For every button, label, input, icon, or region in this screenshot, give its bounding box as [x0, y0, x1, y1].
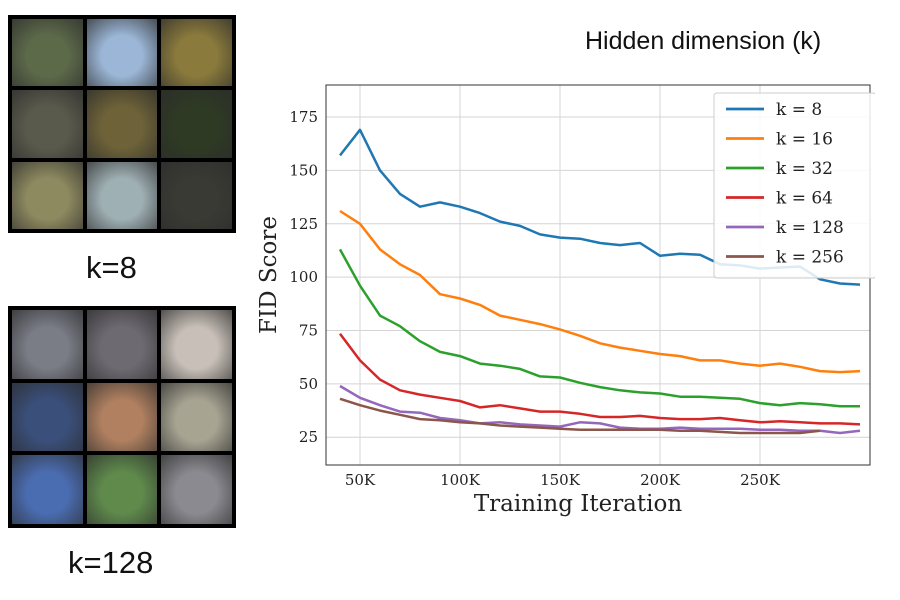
k8-sample-tile	[12, 90, 83, 158]
k128-sample-tile	[161, 310, 232, 379]
y-tick-label: 25	[299, 428, 318, 446]
y-tick-label: 125	[289, 215, 318, 233]
k128-caption: k=128	[68, 545, 154, 580]
k8-sample-tile	[161, 161, 232, 229]
legend-label: k = 256	[776, 248, 844, 268]
legend-label: k = 16	[776, 130, 833, 150]
series-line	[339, 209, 861, 374]
k8-sample-tile	[161, 90, 232, 158]
legend-label: k = 128	[776, 218, 844, 238]
k128-sample-tile	[161, 382, 232, 452]
y-tick-label: 100	[289, 268, 318, 286]
k8-sample-tile	[86, 90, 158, 158]
k128-sample-tile	[12, 382, 83, 452]
k128-sample-tile	[161, 455, 232, 524]
k128-sample-grid	[8, 306, 236, 528]
legend-label: k = 32	[776, 159, 833, 179]
k128-sample-tile	[86, 382, 158, 452]
legend-label: k = 8	[776, 100, 822, 120]
y-tick-label: 50	[299, 375, 318, 393]
x-tick-label: 50K	[345, 471, 376, 489]
y-axis-label: FID Score	[256, 216, 282, 334]
k8-sample-tile	[86, 19, 158, 87]
series-line	[338, 248, 860, 408]
x-tick-label: 250K	[740, 471, 781, 489]
k128-sample-tile	[86, 310, 158, 379]
y-tick-label: 150	[289, 161, 318, 179]
x-tick-label: 200K	[640, 471, 681, 489]
x-axis-label: Training Iteration	[474, 491, 683, 517]
k8-sample-grid	[8, 15, 236, 233]
k128-sample-tile	[12, 310, 83, 379]
x-tick-label: 100K	[440, 471, 481, 489]
k128-sample-tile	[86, 455, 158, 524]
k8-sample-tile	[86, 161, 158, 229]
legend-label: k = 64	[776, 189, 833, 209]
k8-sample-tile	[12, 161, 83, 229]
series-line	[339, 397, 821, 435]
fid-line-chart: 50K 100K 150K 200K 250K 25 50 75 100 125 150 175 Tra…	[256, 84, 875, 517]
k8-caption: k=8	[86, 250, 137, 285]
series-line	[338, 332, 861, 426]
x-tick-label: 150K	[540, 471, 581, 489]
series-line	[339, 384, 861, 435]
y-tick-label: 175	[289, 108, 318, 126]
y-tick-label: 75	[299, 322, 318, 340]
k8-sample-tile	[161, 19, 232, 87]
k128-sample-tile	[12, 455, 83, 524]
legend-title: Hidden dimension (k)	[585, 27, 822, 55]
k8-sample-tile	[12, 19, 83, 87]
